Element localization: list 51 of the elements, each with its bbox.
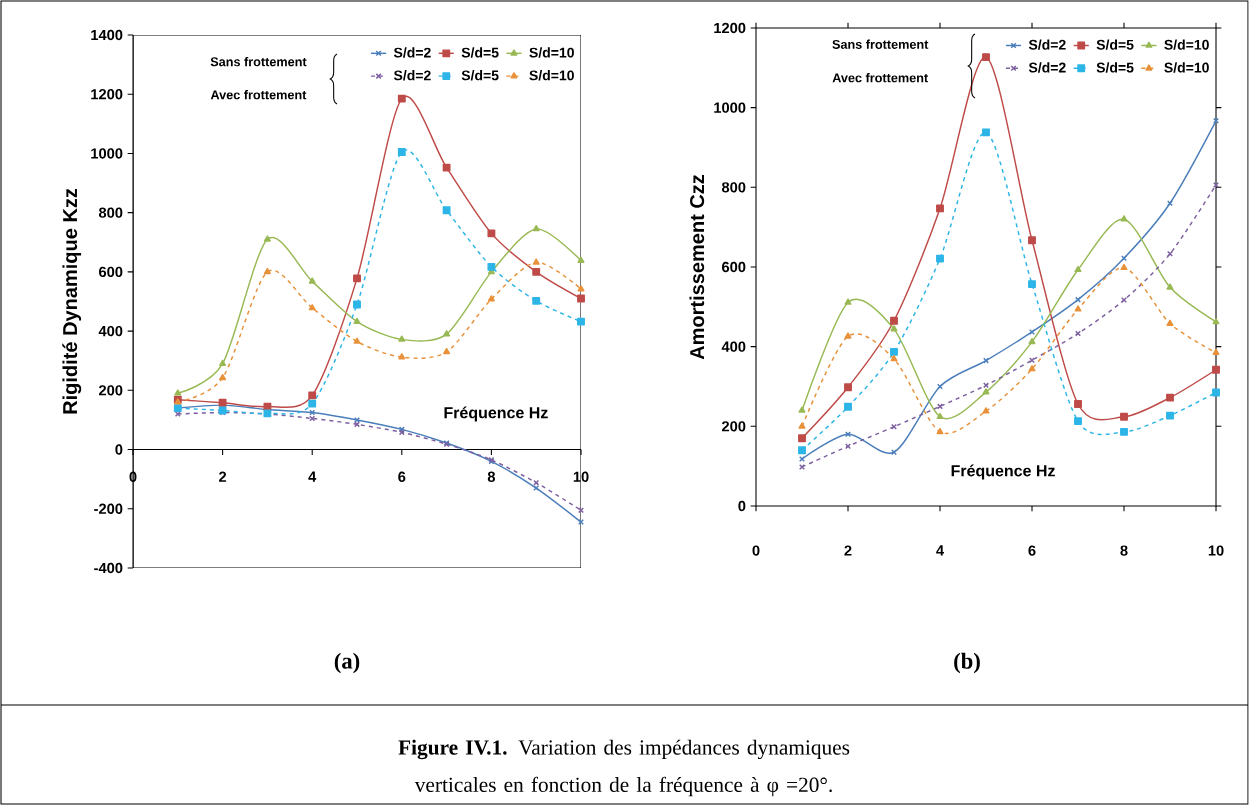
x-tick-label: 10 [1208,545,1224,556]
y-tick-label: 1200 [91,89,123,100]
legend-label: S/d=2 [1028,39,1066,50]
legend-label: S/d=5 [1096,39,1134,50]
legend-label: S/d=5 [461,47,499,58]
x-tick-label: 4 [936,545,944,556]
annotation: Sans frottement [210,56,307,67]
text: (b) [954,652,980,674]
legend-label: S/d=10 [529,70,574,81]
x-tick-label: 2 [219,471,227,482]
legend-label: S/d=10 [529,47,574,58]
legend-label: S/d=10 [1164,39,1209,50]
x-tick-label: 6 [1028,545,1036,556]
y-tick-label: 800 [98,207,123,218]
x-tick-label: 6 [398,471,406,482]
y-tick-label: 200 [721,421,746,432]
y-tick-label: 1000 [91,148,123,159]
y-axis-title: Amortissement Czz [689,174,705,360]
annotation: Sans frottement [832,39,929,49]
y-tick-label: 800 [721,182,746,193]
legend-label: S/d=2 [1028,62,1066,73]
x-tick-label: 8 [1120,545,1128,556]
legend-label: S/d=2 [393,70,431,81]
x-tick-label: 0 [752,545,760,556]
y-tick-label: 200 [98,385,123,396]
y-tick-label: 1200 [714,22,746,34]
legend-label: S/d=5 [461,70,499,81]
legend-label: S/d=2 [393,47,431,58]
y-tick-label: 1400 [91,29,123,41]
annotation: Avec frottement [210,90,307,100]
y-tick-label: -400 [94,562,123,574]
y-tick-label: 400 [98,325,123,337]
y-tick-label: 400 [721,341,746,352]
y-tick-label: 0 [738,500,746,512]
y-tick-label: 1000 [714,102,746,113]
x-tick-label: 8 [487,471,496,482]
x-axis-title: Fréquence Hz [444,406,548,422]
text: (a) [334,652,360,674]
text: Figure IV.1. Variation des impédances dynamiques verticales en fonction de la fréquence à φ =20°. [398,739,850,797]
y-tick-label: 600 [722,261,746,273]
x-tick-label: 2 [844,545,852,556]
y-axis-title: Rigidité Dynamique Kzz [62,188,82,414]
annotation: Avec frottement [832,73,928,83]
legend-label: S/d=5 [1096,62,1134,73]
y-tick-label: 600 [99,266,123,278]
legend-label: S/d=10 [1164,62,1209,73]
x-tick-label: 4 [308,471,317,482]
x-axis-title: Fréquence Hz [951,464,1055,480]
y-tick-label: -200 [94,503,123,514]
x-tick-label: 10 [573,471,589,482]
y-tick-label: 0 [115,444,123,455]
